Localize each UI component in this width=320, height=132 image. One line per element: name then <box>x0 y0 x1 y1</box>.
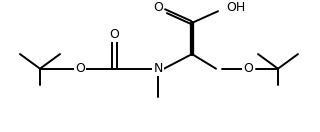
Text: O: O <box>75 62 85 75</box>
Text: O: O <box>243 62 253 75</box>
Text: O: O <box>109 28 119 41</box>
Text: N: N <box>153 62 163 75</box>
Text: O: O <box>153 1 163 14</box>
Text: OH: OH <box>226 1 245 14</box>
